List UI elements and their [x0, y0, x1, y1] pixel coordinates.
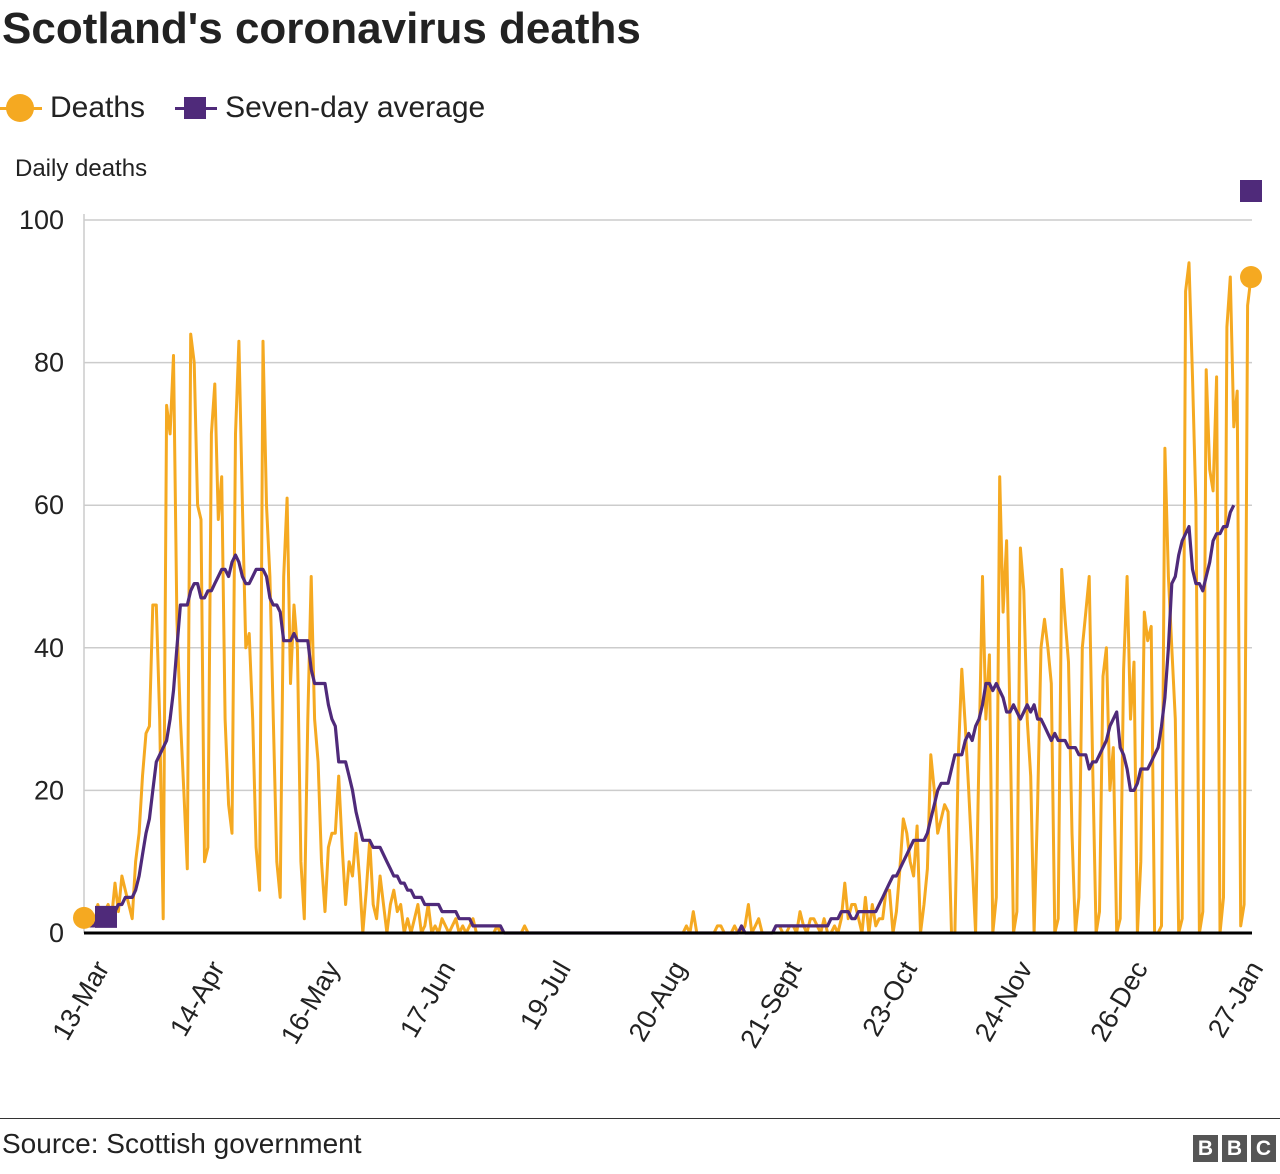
bbc-logo-letter: C: [1251, 1135, 1276, 1162]
source-note: Source: Scottish government: [2, 1128, 362, 1159]
x-tick-label: 20-Aug: [623, 956, 693, 1046]
y-axis-label: Daily deaths: [15, 155, 148, 182]
bbc-logo-letter: B: [1222, 1135, 1247, 1162]
deaths-start-marker: [73, 906, 95, 929]
legend-item-seven-day-average: Seven-day average: [175, 91, 485, 125]
chart-legend: Deaths Seven-day average: [0, 86, 515, 130]
line-chart: 0 20 40 60 80 100 13-Mar 14-Apr 16-May 17-Jun 19-J…: [19, 180, 1269, 1053]
x-tick-label: 17-Jun: [394, 956, 461, 1043]
y-tick-label: 60: [34, 490, 64, 520]
legend-label-seven-day-average: Seven-day average: [225, 91, 486, 124]
x-tick-label: 24-Nov: [969, 956, 1039, 1047]
x-tick-label: 13-Mar: [46, 956, 115, 1045]
footer-divider: [0, 1118, 1280, 1119]
x-tick-label: 23-Oct: [856, 956, 923, 1042]
y-tick-label: 80: [34, 348, 64, 378]
legend-square-marker-icon: [175, 93, 218, 123]
x-tick-label: 26-Dec: [1084, 956, 1154, 1046]
x-tick-label: 14-Apr: [164, 956, 231, 1041]
x-tick-label: 27-Jan: [1202, 956, 1269, 1043]
deaths-end-marker: [1240, 266, 1262, 289]
average-start-marker: [95, 905, 117, 928]
x-tick-label: 19-Jul: [514, 956, 577, 1035]
legend-circle-marker-icon: [0, 93, 42, 123]
y-tick-label: 20: [34, 775, 64, 805]
average-end-marker: [1240, 180, 1262, 202]
x-tick-label: 21-Sept: [734, 956, 808, 1053]
legend-label-deaths: Deaths: [50, 91, 146, 124]
bbc-logo-letter: B: [1193, 1135, 1218, 1162]
y-tick-label: 100: [19, 205, 64, 235]
x-tick-label: 16-May: [275, 956, 346, 1049]
bbc-logo: B B C: [1189, 1135, 1276, 1162]
y-tick-label: 40: [34, 633, 64, 663]
legend-item-deaths: Deaths: [0, 91, 145, 125]
y-tick-label: 0: [49, 918, 64, 948]
chart-title: Scotland's coronavirus deaths: [2, 4, 641, 53]
